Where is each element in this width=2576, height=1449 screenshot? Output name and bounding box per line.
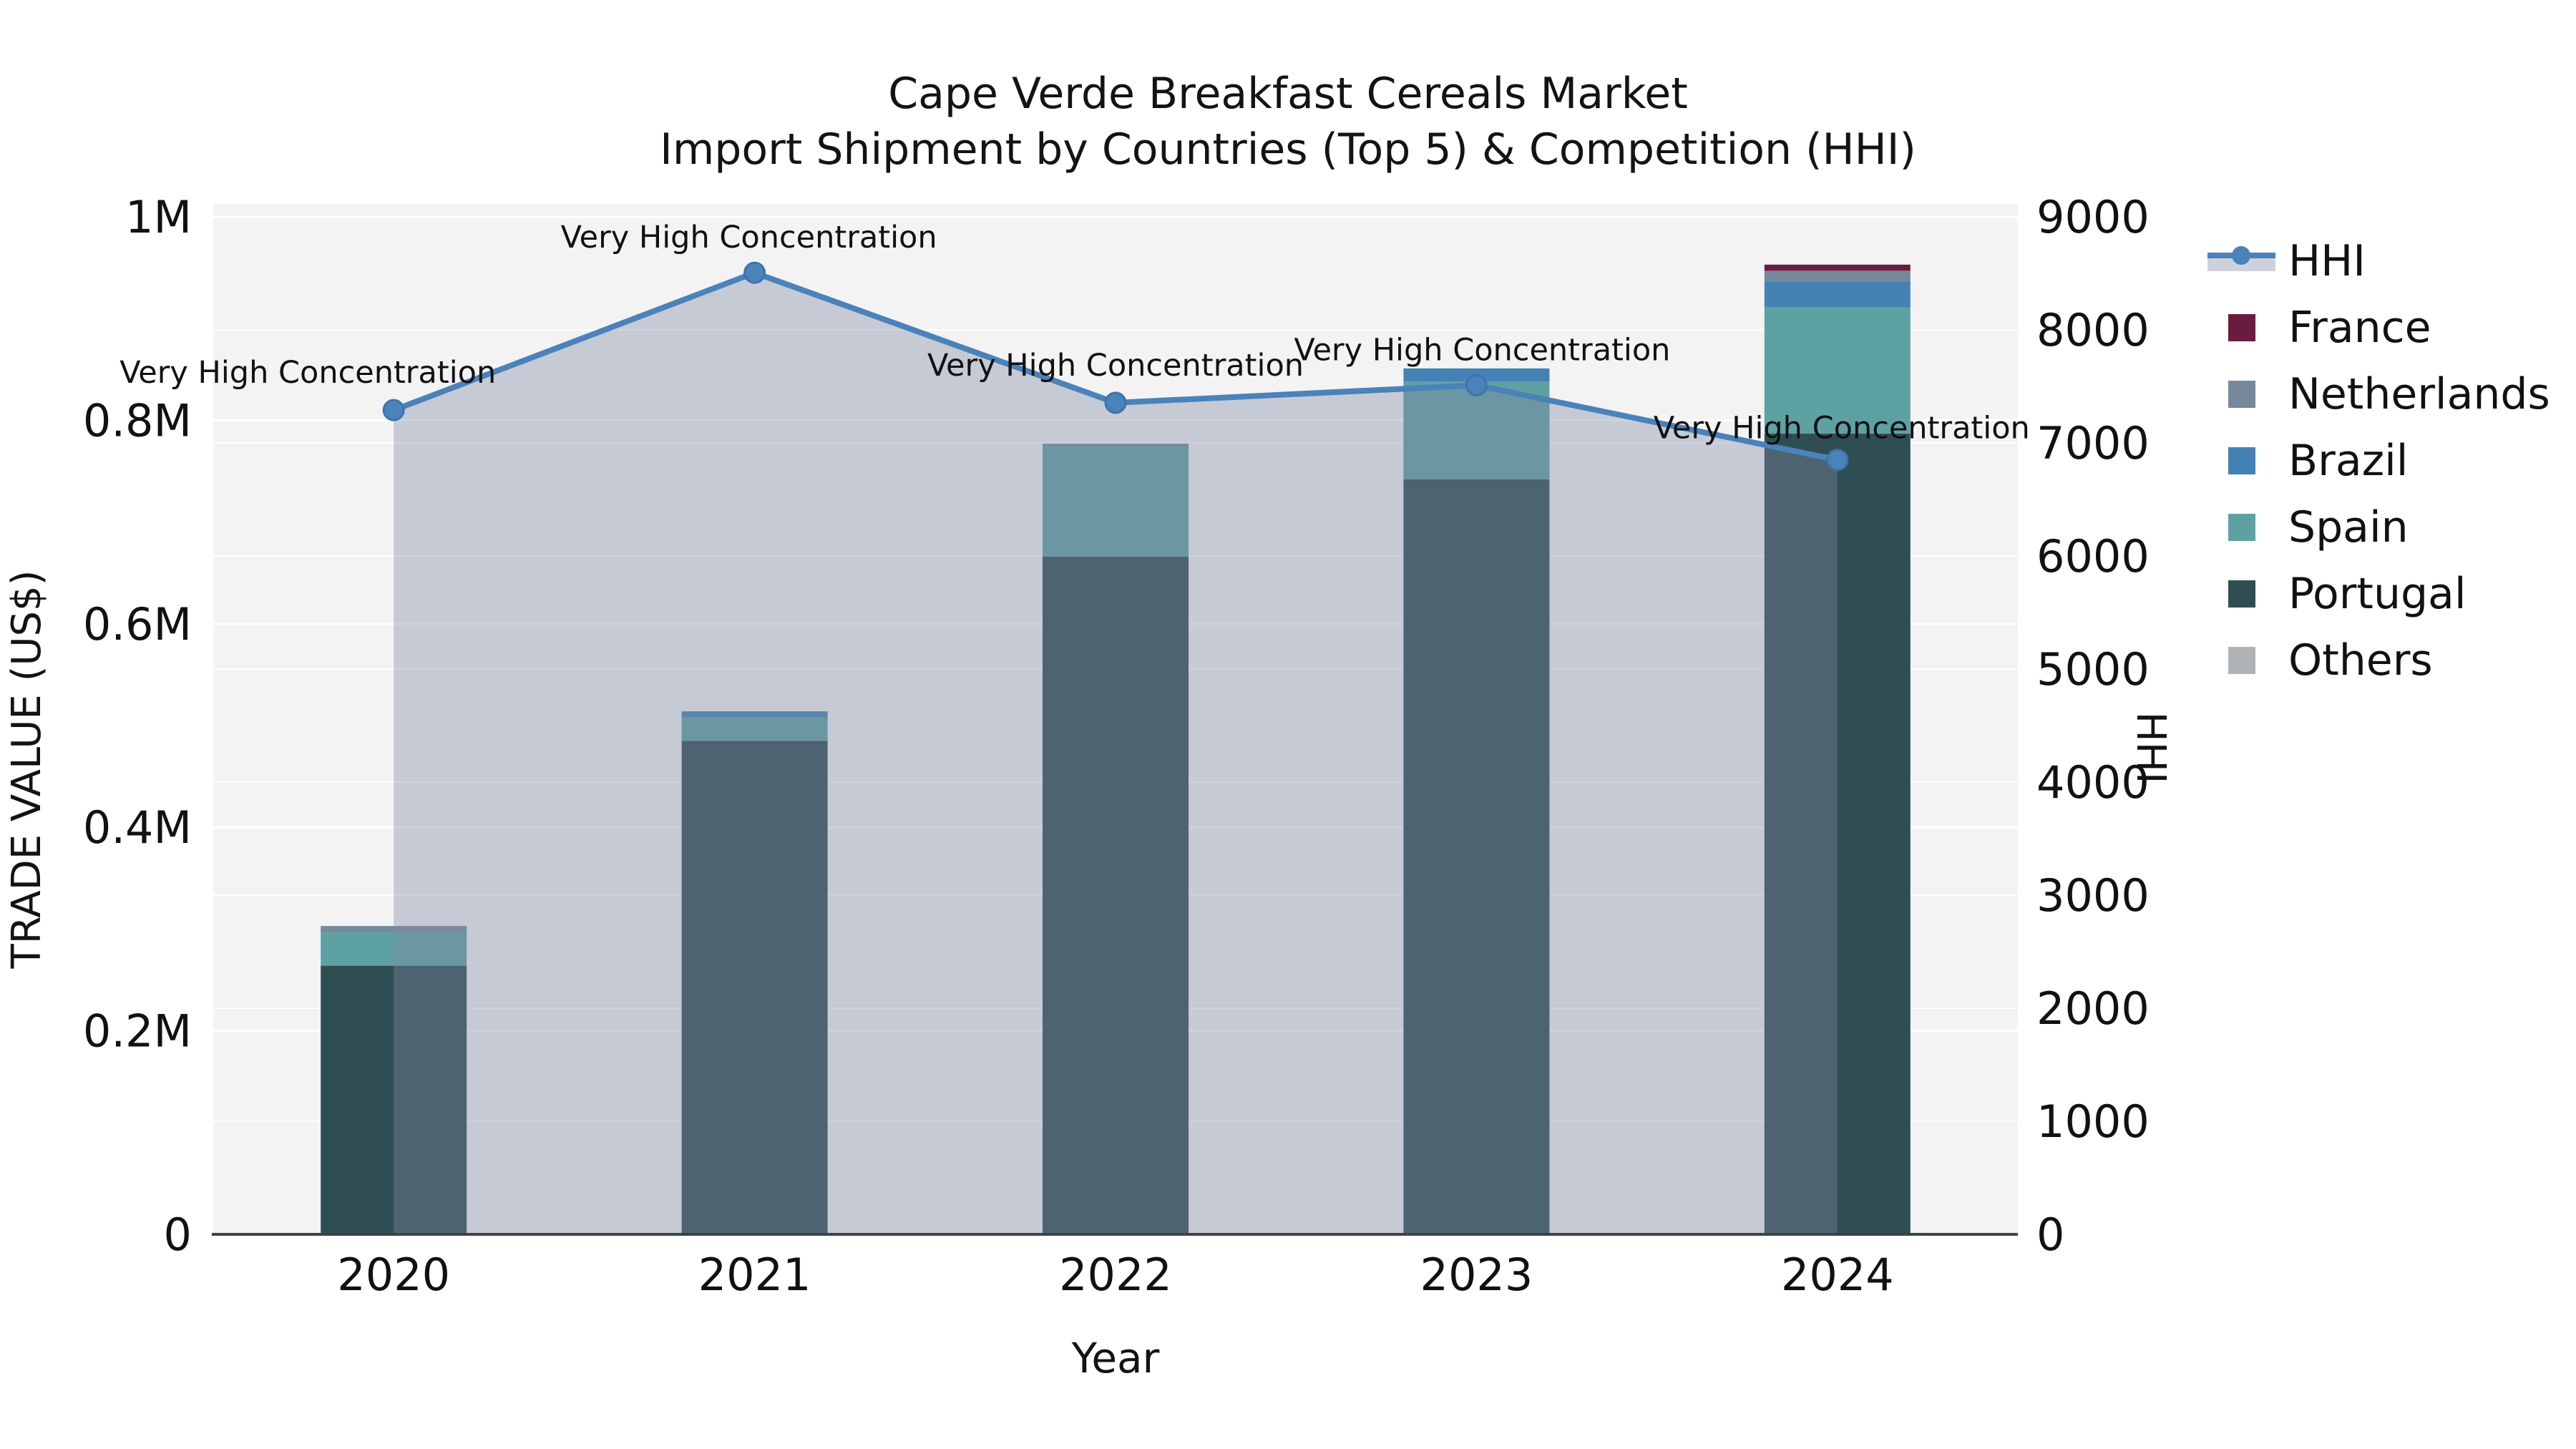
bars [321,264,1911,1234]
y-right-tick-1000: 1000 [2036,1096,2150,1148]
legend-item-others: Others [2207,627,2550,693]
hhi-line-swatch-icon [2207,245,2275,277]
legend-item-spain: Spain [2207,494,2550,560]
y-right-tick-3000: 3000 [2036,869,2150,922]
y-left-tick-0.2M: 0.2M [83,1005,192,1058]
y-right-tick-4000: 4000 [2036,756,2150,809]
annotation-2023: Very High Concentration [1294,332,1670,368]
hhi-marker-2022 [1104,391,1127,414]
y-left-tick-1M: 1M [125,191,192,243]
x-tick-2020: 2020 [337,1249,450,1301]
legend-label: Brazil [2288,435,2409,486]
y-left-tick-0.6M: 0.6M [83,598,192,650]
bar-segment-netherlands-2020 [321,926,467,932]
legend: HHI France Netherlands Brazil Spain Portugal O… [2207,228,2550,693]
legend-item-hhi: HHI [2207,228,2550,294]
x-tick-2021: 2021 [698,1249,811,1301]
annotation-2022: Very High Concentration [927,348,1304,384]
hhi-marker-2023 [1465,374,1488,396]
bar-segment-portugal-2023 [1403,479,1550,1234]
bar-segment-portugal-2024 [1764,433,1911,1234]
chart-title-line1: Cape Verde Breakfast Cereals Market [888,69,1688,119]
bar-segment-netherlands-2022 [1043,444,1189,446]
y-axis-title-right: HHI [2127,711,2174,784]
legend-item-france: France [2207,294,2550,361]
bar-segment-spain-2021 [681,717,828,741]
bar-segment-portugal-2021 [681,741,828,1234]
x-tick-2024: 2024 [1781,1249,1894,1301]
y-right-tick-7000: 7000 [2036,417,2150,469]
legend-label: Spain [2288,502,2409,552]
x-tick-2022: 2022 [1059,1249,1172,1301]
legend-swatch-icon [2207,513,2275,541]
hhi-area-fill [394,273,1838,1235]
bar-segment-spain-2024 [1764,307,1911,434]
annotation-2020: Very High Concentration [119,355,496,391]
bar-segment-portugal-2020 [321,965,467,1234]
x-tick-2023: 2023 [1420,1249,1533,1301]
bar-segment-spain-2020 [321,932,467,966]
hhi-marker-2020 [382,399,405,421]
legend-swatch-icon [2207,580,2275,608]
x-axis-title: Year [1071,1334,1160,1382]
y-axis-title-left: TRADE VALUE (US$) [4,570,50,969]
bar-segment-france-2024 [1764,264,1911,271]
legend-label: Portugal [2288,568,2467,619]
hhi-marker-2024 [1826,449,1849,472]
legend-swatch-icon [2207,447,2275,474]
legend-label: Others [2288,635,2433,686]
y-right-tick-5000: 5000 [2036,643,2150,696]
legend-label: HHI [2288,235,2366,286]
legend-item-netherlands: Netherlands [2207,361,2550,427]
annotation-2021: Very High Concentration [561,220,937,255]
legend-label: Netherlands [2288,369,2550,419]
y-right-tick-9000: 9000 [2036,191,2150,243]
legend-swatch-icon [2207,646,2275,674]
y-left-tick-0.4M: 0.4M [83,801,192,854]
legend-item-portugal: Portugal [2207,560,2550,627]
bar-segment-netherlands-2024 [1764,270,1911,283]
y-right-tick-6000: 6000 [2036,530,2150,582]
bar-segment-brazil-2024 [1764,282,1911,308]
chart-title: Cape Verde Breakfast Cereals Market Impo… [0,66,2576,177]
tick-labels: 0 0.2M 0.4M 0.6M 0.8M 1M 0 1000 2000 3000 4000 5000… [83,191,2150,1301]
chart-title-line2: Import Shipment by Countries (Top 5) & C… [660,125,1916,175]
annotation-2024: Very High Concentration [1654,411,2030,447]
y-right-tick-0: 0 [2036,1209,2064,1261]
y-right-tick-8000: 8000 [2036,304,2150,356]
bar-segment-portugal-2022 [1043,556,1189,1234]
y-left-tick-0.8M: 0.8M [83,394,192,447]
bar-segment-spain-2022 [1043,445,1189,557]
y-left-tick-0: 0 [164,1209,192,1261]
hhi-marker-2021 [743,261,766,284]
bar-segment-brazil-2021 [681,711,828,718]
legend-label: France [2288,302,2431,353]
y-right-tick-2000: 2000 [2036,982,2150,1035]
legend-swatch-icon [2207,380,2275,408]
legend-item-brazil: Brazil [2207,427,2550,494]
legend-swatch-icon [2207,313,2275,341]
